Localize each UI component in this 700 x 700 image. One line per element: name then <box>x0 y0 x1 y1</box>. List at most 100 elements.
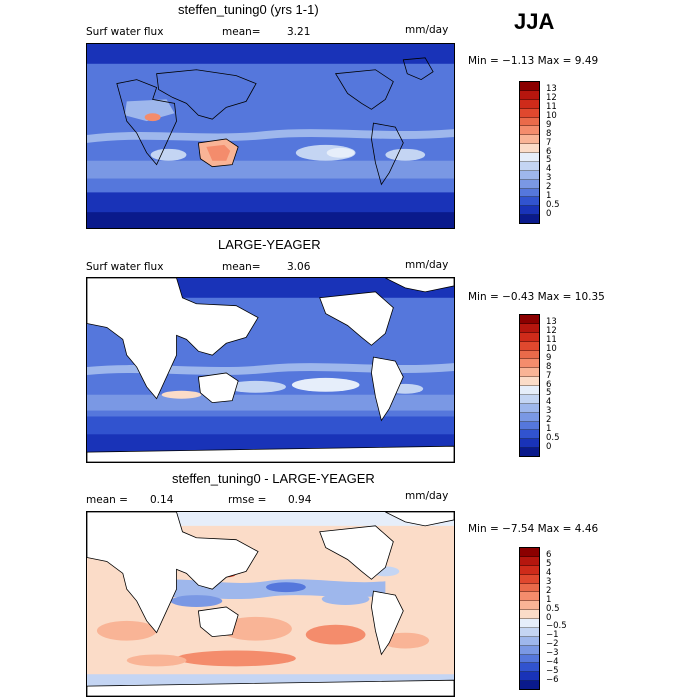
colorbar-swatch <box>520 430 539 440</box>
colorbar-swatch <box>520 448 539 456</box>
colorbar-swatch <box>520 394 539 404</box>
colorbar-tick-label: 5 <box>546 558 552 569</box>
colorbar-tick-label: 3 <box>546 173 552 184</box>
panel1-units: mm/day <box>405 24 449 36</box>
colorbar-tick-label: −0.5 <box>546 621 567 632</box>
colorbar-swatch <box>520 126 539 136</box>
colorbar-tick-label: 9 <box>546 352 552 363</box>
colorbar-tick-label: 5 <box>546 388 552 399</box>
colorbar-swatch <box>520 206 539 216</box>
colorbar-tick-label: 7 <box>546 137 552 148</box>
panel3-mean-label: mean = <box>86 494 128 506</box>
colorbar-swatch <box>520 368 539 378</box>
colorbar-swatch <box>520 90 539 100</box>
panel3-map <box>86 511 455 697</box>
colorbar-tick-label: 1 <box>546 594 552 605</box>
colorbar-swatch <box>520 654 539 664</box>
colorbar-tick-label: 6 <box>546 549 552 560</box>
panel3-rmse-label: rmse = <box>228 494 267 506</box>
colorbar-tick-label: 7 <box>546 370 552 381</box>
panel1-map <box>86 43 455 229</box>
colorbar-tick-label: 3 <box>546 576 552 587</box>
colorbar-tick-label: −5 <box>546 666 559 677</box>
panel3-map-svg <box>87 512 454 696</box>
panel1-minmax: Min = −1.13 Max = 9.49 <box>468 55 599 67</box>
panel2-colorbar <box>519 314 540 457</box>
colorbar-swatch <box>520 583 539 593</box>
panel3-minmax: Min = −7.54 Max = 4.46 <box>468 523 599 535</box>
colorbar-swatch <box>520 663 539 673</box>
colorbar-tick-label: −1 <box>546 630 559 641</box>
colorbar-swatch <box>520 574 539 584</box>
panel2-mean-value: 3.06 <box>287 261 311 273</box>
panel1-colorbar <box>519 81 540 224</box>
colorbar-tick-label: 4 <box>546 397 552 408</box>
colorbar-tick-label: 12 <box>546 92 557 103</box>
colorbar-tick-label: 4 <box>546 164 552 175</box>
colorbar-swatch <box>520 350 539 360</box>
colorbar-tick-label: −4 <box>546 657 559 668</box>
panel2-title: LARGE-YEAGER <box>218 237 321 252</box>
colorbar-swatch <box>520 627 539 637</box>
colorbar-tick-label: 0 <box>546 209 552 220</box>
colorbar-swatch <box>520 170 539 180</box>
colorbar-swatch <box>520 197 539 207</box>
colorbar-tick-label: 2 <box>546 585 552 596</box>
colorbar-tick-label: 0 <box>546 612 552 623</box>
colorbar-tick-label: 5 <box>546 155 552 166</box>
panel3-units: mm/day <box>405 490 449 502</box>
colorbar-swatch <box>520 188 539 198</box>
colorbar-swatch <box>520 315 539 324</box>
colorbar-swatch <box>520 601 539 611</box>
colorbar-swatch <box>520 153 539 162</box>
colorbar-tick-label: 4 <box>546 567 552 578</box>
colorbar-swatch <box>520 179 539 189</box>
colorbar-tick-label: 1 <box>546 191 552 202</box>
colorbar-swatch <box>520 323 539 333</box>
colorbar-tick-label: −6 <box>546 675 559 686</box>
colorbar-tick-label: 8 <box>546 128 552 139</box>
colorbar-swatch <box>520 341 539 351</box>
colorbar-tick-label: 12 <box>546 325 557 336</box>
colorbar-swatch <box>520 82 539 91</box>
colorbar-tick-label: 9 <box>546 119 552 130</box>
colorbar-tick-label: 0.5 <box>546 433 560 444</box>
colorbar-swatch <box>520 565 539 575</box>
colorbar-tick-label: 13 <box>546 83 557 94</box>
colorbar-swatch <box>520 672 539 682</box>
colorbar-tick-label: 2 <box>546 415 552 426</box>
panel1-field-label: Surf water flux <box>86 26 164 38</box>
colorbar-swatch <box>520 215 539 223</box>
colorbar-swatch <box>520 377 539 386</box>
colorbar-swatch <box>520 386 539 395</box>
colorbar-tick-label: 10 <box>546 343 557 354</box>
colorbar-swatch <box>520 144 539 153</box>
colorbar-tick-label: 11 <box>546 101 557 112</box>
colorbar-swatch <box>520 421 539 431</box>
colorbar-swatch <box>520 161 539 171</box>
colorbar-swatch <box>520 403 539 413</box>
colorbar-swatch <box>520 548 539 557</box>
colorbar-swatch <box>520 636 539 646</box>
panel1-map-svg <box>87 44 454 228</box>
colorbar-tick-label: 11 <box>546 334 557 345</box>
panel2-map-svg <box>87 278 454 462</box>
colorbar-tick-label: 0.5 <box>546 200 560 211</box>
colorbar-tick-label: −3 <box>546 648 559 659</box>
panel2-minmax: Min = −0.43 Max = 10.35 <box>468 291 605 303</box>
colorbar-tick-label: 8 <box>546 361 552 372</box>
colorbar-tick-label: 3 <box>546 406 552 417</box>
panel2-mean-label: mean= <box>222 261 261 273</box>
colorbar-swatch <box>520 592 539 602</box>
colorbar-tick-label: 13 <box>546 316 557 327</box>
colorbar-tick-label: 2 <box>546 182 552 193</box>
colorbar-swatch <box>520 645 539 655</box>
colorbar-swatch <box>520 439 539 449</box>
colorbar-tick-label: −2 <box>546 639 559 650</box>
colorbar-tick-label: 1 <box>546 424 552 435</box>
panel3-colorbar <box>519 547 540 690</box>
colorbar-swatch <box>520 117 539 127</box>
colorbar-swatch <box>520 610 539 619</box>
colorbar-tick-label: 6 <box>546 379 552 390</box>
panel2-field-label: Surf water flux <box>86 261 164 273</box>
